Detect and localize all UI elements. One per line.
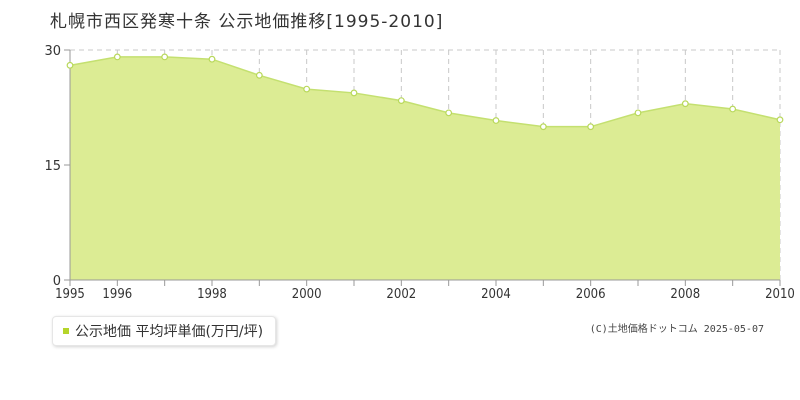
- x-tick-label: 2006: [576, 286, 606, 301]
- data-point: [303, 85, 311, 93]
- y-tick-label: 0: [53, 274, 61, 289]
- data-point: [161, 53, 169, 61]
- data-point: [587, 123, 595, 131]
- x-tick-label: 2000: [292, 286, 322, 301]
- data-point: [776, 116, 784, 124]
- area-layer: [69, 56, 781, 281]
- x-tick-label: 1995: [55, 286, 85, 301]
- legend-swatch: [63, 328, 69, 334]
- data-point: [492, 117, 500, 124]
- data-point: [350, 89, 358, 97]
- x-tick-label: 2004: [481, 286, 511, 301]
- data-point: [255, 71, 263, 79]
- x-tick-label: 2002: [386, 286, 416, 301]
- data-point: [681, 100, 689, 108]
- x-tick-label: 2010: [765, 286, 795, 301]
- data-point: [208, 55, 216, 63]
- data-point: [113, 53, 121, 61]
- marker-layer: [66, 53, 784, 131]
- data-point: [729, 105, 737, 113]
- x-tick-label: 1998: [197, 286, 227, 301]
- data-point: [445, 109, 453, 117]
- area-fill: [70, 56, 780, 281]
- legend-label: 公示地価 平均坪単価(万円/坪): [75, 324, 264, 340]
- series-line: [69, 56, 781, 128]
- data-point: [397, 97, 405, 104]
- chart-title: 札幌市西区発寒十条 公示地価推移[1995-2010]: [50, 12, 444, 32]
- y-tick-label: 30: [44, 44, 61, 59]
- axis-layer: [64, 49, 781, 286]
- legend: 公示地価 平均坪単価(万円/坪): [52, 316, 277, 346]
- data-point: [539, 123, 547, 131]
- y-tick-label: 15: [44, 159, 61, 174]
- data-point: [66, 61, 74, 69]
- data-point: [634, 109, 642, 117]
- x-tick-label: 2008: [670, 286, 700, 301]
- copyright-text: (C)土地価格ドットコム 2025-05-07: [589, 324, 764, 335]
- label-layer: 1995 1996 1998 2000 2002 2004 2006 2008 2010 0 15 3…: [44, 44, 795, 301]
- x-tick-label: 1996: [102, 286, 132, 301]
